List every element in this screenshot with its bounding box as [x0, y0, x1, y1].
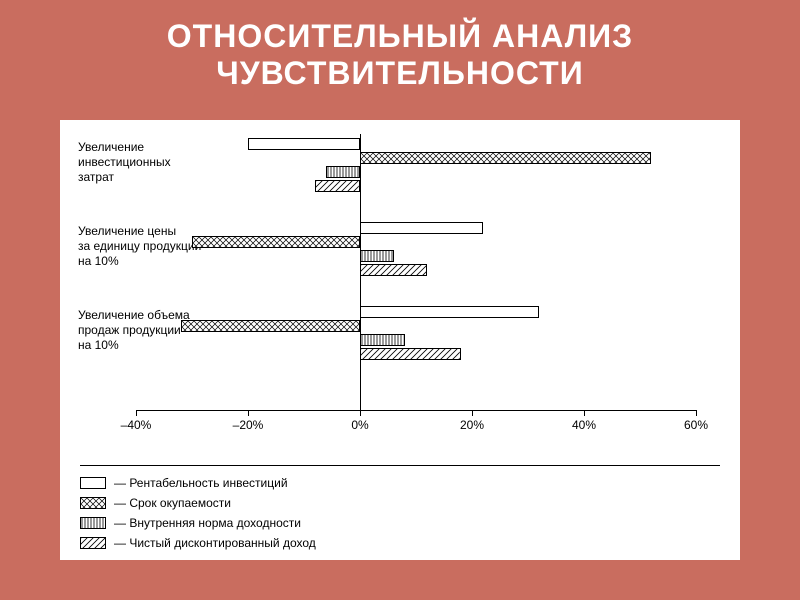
x-tick — [696, 410, 697, 416]
bar — [181, 320, 360, 332]
legend-swatch — [80, 517, 106, 529]
x-tick — [472, 410, 473, 416]
bar — [360, 250, 394, 262]
legend-row: — Срок окупаемости — [80, 496, 720, 510]
bar — [360, 348, 461, 360]
legend-row: — Рентабельность инвестиций — [80, 476, 720, 490]
x-tick — [136, 410, 137, 416]
bar — [326, 166, 360, 178]
bar — [192, 236, 360, 248]
bar — [360, 152, 651, 164]
legend-swatch — [80, 477, 106, 489]
title-line-1: ОТНОСИТЕЛЬНЫЙ АНАЛИЗ — [167, 18, 633, 54]
x-axis — [136, 410, 696, 411]
x-tick — [360, 410, 361, 416]
slide-title: ОТНОСИТЕЛЬНЫЙ АНАЛИЗ ЧУВСТВИТЕЛЬНОСТИ — [0, 0, 800, 92]
bar — [360, 222, 483, 234]
group-label: Увеличениеинвестиционныхзатрат — [78, 140, 228, 185]
chart-area: УвеличениеинвестиционныхзатратУвеличение… — [60, 130, 740, 430]
legend-label: — Чистый дисконтированный доход — [114, 536, 316, 550]
chart-panel: УвеличениеинвестиционныхзатратУвеличение… — [60, 120, 740, 560]
legend-row: — Внутренняя норма доходности — [80, 516, 720, 530]
bar — [315, 180, 360, 192]
legend-swatch — [80, 497, 106, 509]
bar — [248, 138, 360, 150]
x-tick — [584, 410, 585, 416]
x-tick-label: 60% — [684, 418, 708, 432]
bar — [360, 306, 539, 318]
x-tick-label: –20% — [233, 418, 264, 432]
title-line-2: ЧУВСТВИТЕЛЬНОСТИ — [216, 55, 583, 91]
x-tick-label: –40% — [121, 418, 152, 432]
bar — [360, 334, 405, 346]
x-tick — [248, 410, 249, 416]
legend: — Рентабельность инвестиций — Срок окупае… — [80, 465, 720, 556]
legend-row: — Чистый дисконтированный доход — [80, 536, 720, 550]
legend-swatch — [80, 537, 106, 549]
y-axis-zero — [360, 134, 361, 410]
x-tick-label: 20% — [460, 418, 484, 432]
legend-label: — Внутренняя норма доходности — [114, 516, 301, 530]
legend-label: — Рентабельность инвестиций — [114, 476, 288, 490]
x-tick-label: 0% — [351, 418, 368, 432]
x-tick-label: 40% — [572, 418, 596, 432]
legend-label: — Срок окупаемости — [114, 496, 231, 510]
bar — [360, 264, 427, 276]
